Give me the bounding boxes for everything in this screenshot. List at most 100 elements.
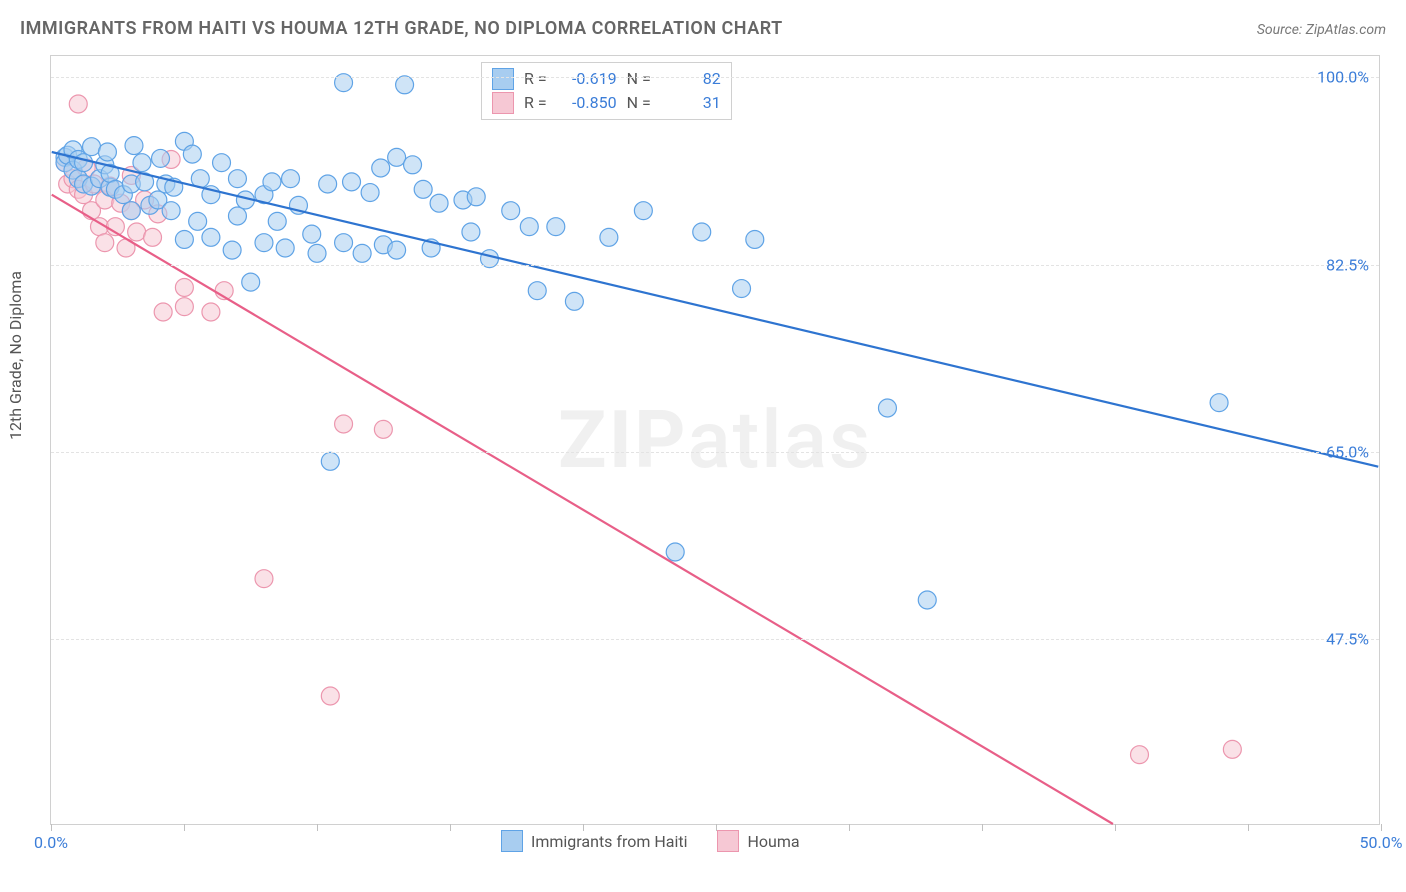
data-point-haiti <box>666 543 684 561</box>
x-tick <box>450 824 451 831</box>
n-label: N = <box>627 91 651 115</box>
x-tick <box>184 824 185 831</box>
y-tick-label: 47.5% <box>1326 629 1369 648</box>
gridline <box>51 265 1379 266</box>
data-point-houma <box>96 234 114 252</box>
data-point-haiti <box>565 292 583 310</box>
data-point-haiti <box>133 154 151 172</box>
data-point-haiti <box>152 149 170 167</box>
r-label: R = <box>524 91 547 115</box>
y-tick-label: 100.0% <box>1317 68 1369 87</box>
x-tick <box>1381 824 1382 831</box>
data-point-haiti <box>125 137 143 155</box>
data-point-houma <box>175 278 193 296</box>
data-point-houma <box>335 415 353 433</box>
regression-line-haiti <box>52 152 1379 467</box>
data-point-haiti <box>528 282 546 300</box>
swatch-haiti <box>501 830 523 852</box>
r-label: R = <box>524 67 547 91</box>
data-point-haiti <box>1210 394 1228 412</box>
data-point-haiti <box>282 170 300 188</box>
data-point-haiti <box>600 228 618 246</box>
data-point-haiti <box>276 239 294 257</box>
data-point-haiti <box>693 223 711 241</box>
data-point-haiti <box>321 452 339 470</box>
x-tick-label: 50.0% <box>1360 833 1403 852</box>
data-point-haiti <box>467 188 485 206</box>
source-label: Source: ZipAtlas.com <box>1257 22 1386 38</box>
data-point-haiti <box>228 207 246 225</box>
data-point-haiti <box>388 148 406 166</box>
data-point-haiti <box>388 241 406 259</box>
data-point-haiti <box>175 230 193 248</box>
x-tick <box>51 824 52 831</box>
x-tick <box>716 824 717 831</box>
data-point-haiti <box>122 202 140 220</box>
data-point-houma <box>154 303 172 321</box>
y-tick-label: 65.0% <box>1326 442 1369 461</box>
data-point-haiti <box>183 145 201 163</box>
data-point-haiti <box>918 591 936 609</box>
legend-correlation: R = -0.619 N = 82 R = -0.850 N = 31 <box>481 62 732 120</box>
data-point-houma <box>144 228 162 246</box>
data-point-houma <box>1223 740 1241 758</box>
x-tick <box>1248 824 1249 831</box>
data-point-haiti <box>335 234 353 252</box>
n-value-houma: 31 <box>661 91 721 115</box>
data-point-haiti <box>98 143 116 161</box>
scatter-plot <box>51 56 1379 824</box>
data-point-haiti <box>255 234 273 252</box>
data-point-haiti <box>520 218 538 236</box>
r-value-haiti: -0.619 <box>557 67 617 91</box>
chart-frame: ZIPatlas R = -0.619 N = 82 R = -0.850 N … <box>50 55 1380 825</box>
x-tick <box>1115 824 1116 831</box>
data-point-haiti <box>372 159 390 177</box>
legend-row-houma: R = -0.850 N = 31 <box>492 91 721 115</box>
data-point-haiti <box>430 194 448 212</box>
data-point-haiti <box>502 202 520 220</box>
data-point-houma <box>1131 746 1149 764</box>
legend-row-haiti: R = -0.619 N = 82 <box>492 67 721 91</box>
data-point-houma <box>374 420 392 438</box>
legend-series: Immigrants from Haiti Houma <box>501 830 800 852</box>
n-value-haiti: 82 <box>661 67 721 91</box>
data-point-haiti <box>263 173 281 191</box>
data-point-haiti <box>353 244 371 262</box>
data-point-haiti <box>303 225 321 243</box>
data-point-haiti <box>414 180 432 198</box>
data-point-houma <box>175 298 193 316</box>
data-point-houma <box>255 570 273 588</box>
series-label-houma: Houma <box>747 832 799 851</box>
legend-item-haiti: Immigrants from Haiti <box>501 830 687 852</box>
x-tick <box>583 824 584 831</box>
data-point-haiti <box>308 244 326 262</box>
x-tick-label: 0.0% <box>34 833 68 852</box>
data-point-haiti <box>83 138 101 156</box>
legend-item-houma: Houma <box>717 830 799 852</box>
gridline <box>51 639 1379 640</box>
data-point-haiti <box>746 230 764 248</box>
series-label-haiti: Immigrants from Haiti <box>531 832 687 851</box>
data-point-haiti <box>878 399 896 417</box>
data-point-haiti <box>228 170 246 188</box>
data-point-haiti <box>162 202 180 220</box>
data-point-haiti <box>343 173 361 191</box>
data-point-haiti <box>202 228 220 246</box>
data-point-haiti <box>189 212 207 230</box>
data-point-haiti <box>213 154 231 172</box>
x-tick <box>849 824 850 831</box>
r-value-houma: -0.850 <box>557 91 617 115</box>
data-point-houma <box>321 687 339 705</box>
gridline <box>51 452 1379 453</box>
data-point-haiti <box>223 241 241 259</box>
data-point-haiti <box>361 184 379 202</box>
data-point-haiti <box>242 273 260 291</box>
data-point-haiti <box>319 175 337 193</box>
data-point-haiti <box>335 74 353 92</box>
x-tick <box>317 824 318 831</box>
data-point-houma <box>128 223 146 241</box>
y-axis-label: 12th Grade, No Diploma <box>6 271 25 440</box>
data-point-haiti <box>268 212 286 230</box>
y-tick-label: 82.5% <box>1326 255 1369 274</box>
data-point-haiti <box>396 76 414 94</box>
